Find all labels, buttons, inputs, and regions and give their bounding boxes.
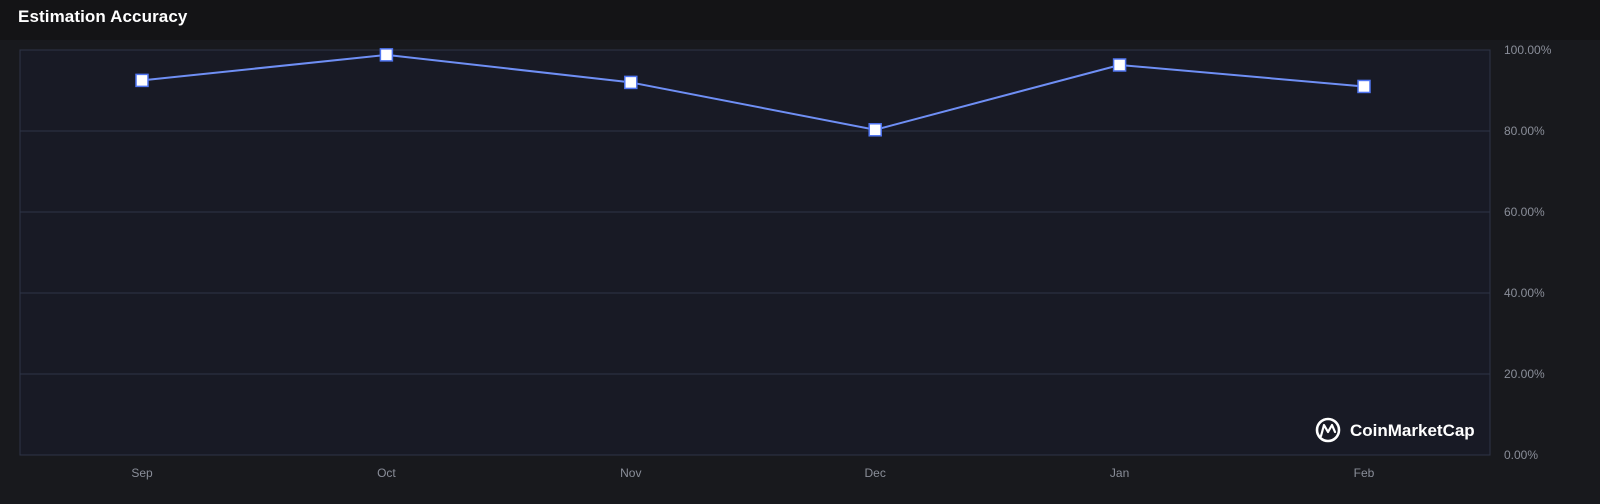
data-point-jan[interactable] bbox=[1112, 58, 1127, 72]
data-point-feb[interactable] bbox=[1357, 79, 1371, 94]
y-tick-label: 20.00% bbox=[1504, 367, 1545, 381]
data-point-nov[interactable] bbox=[624, 75, 638, 90]
y-tick-label: 40.00% bbox=[1504, 286, 1545, 300]
y-tick-label: 60.00% bbox=[1504, 205, 1545, 219]
y-tick-label: 100.00% bbox=[1504, 43, 1552, 57]
x-tick-label: Dec bbox=[865, 466, 886, 480]
data-point-sep[interactable] bbox=[135, 73, 149, 88]
data-markers bbox=[135, 48, 1371, 137]
x-tick-label: Feb bbox=[1354, 466, 1375, 480]
coinmarketcap-watermark: CoinMarketCap bbox=[1315, 417, 1475, 443]
x-tick-label: Nov bbox=[620, 466, 641, 480]
coinmarketcap-logo-icon bbox=[1315, 417, 1341, 443]
y-axis-tick-labels: 0.00% 20.00% 40.00% 60.00% 80.00% 100.00% bbox=[1504, 43, 1552, 462]
chart-title: Estimation Accuracy bbox=[18, 7, 188, 26]
x-axis-tick-labels: Sep Oct Nov Dec Jan Feb bbox=[131, 466, 1374, 480]
line-chart: 0.00% 20.00% 40.00% 60.00% 80.00% 100.00% Sep… bbox=[19, 43, 1552, 480]
series-layer bbox=[141, 53, 1365, 131]
widget-header: Estimation Accuracy bbox=[0, 0, 1600, 40]
x-tick-label: Sep bbox=[131, 466, 153, 480]
y-tick-label: 0.00% bbox=[1504, 448, 1538, 462]
x-tick-label: Oct bbox=[377, 466, 396, 480]
plot-background bbox=[19, 49, 1491, 456]
chart-area: 0.00% 20.00% 40.00% 60.00% 80.00% 100.00% Sep… bbox=[0, 40, 1600, 504]
data-point-oct[interactable] bbox=[379, 48, 394, 62]
x-tick-label: Jan bbox=[1110, 466, 1129, 480]
y-tick-label: 80.00% bbox=[1504, 124, 1545, 138]
series-line bbox=[141, 53, 1365, 131]
watermark-label: CoinMarketCap bbox=[1350, 421, 1475, 440]
data-point-dec[interactable] bbox=[868, 123, 882, 137]
grid-lines bbox=[20, 49, 1490, 456]
